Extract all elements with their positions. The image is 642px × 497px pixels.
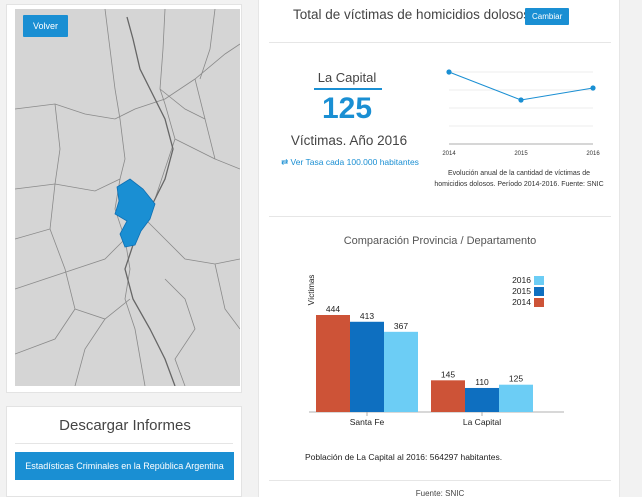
stats-title: Total de víctimas de homicidios dolosos <box>293 7 531 22</box>
bar <box>350 321 384 412</box>
bar <box>499 384 533 412</box>
bar <box>384 331 418 412</box>
divider <box>269 42 611 43</box>
bar-value-label: 444 <box>326 304 340 314</box>
bar-value-label: 110 <box>475 377 489 387</box>
legend-label: 2015 <box>512 286 531 296</box>
x-tick-label: 2016 <box>586 151 600 157</box>
bar-value-label: 125 <box>509 374 523 384</box>
divider <box>269 216 611 217</box>
map-svg[interactable] <box>15 9 240 386</box>
divider <box>269 480 611 481</box>
download-card: Descargar Informes Estadísticas Criminal… <box>6 406 242 497</box>
stats-card: Total de víctimas de homicidios dolosos … <box>258 0 620 497</box>
bar-value-label: 145 <box>441 369 455 379</box>
department-map[interactable]: Volver <box>15 9 240 386</box>
population-note: Población de La Capital al 2016: 564297 … <box>305 452 503 462</box>
bar-value-label: 367 <box>394 321 408 331</box>
trend-caption: Evolución anual de la cantidad de víctim… <box>434 170 604 188</box>
download-title: Descargar Informes <box>59 417 191 434</box>
trend-point <box>590 85 596 91</box>
category-label: La Capital <box>463 417 501 427</box>
x-tick-label: 2015 <box>514 151 528 157</box>
x-tick-label: 2014 <box>442 151 456 157</box>
change-button[interactable]: Cambiar <box>525 8 570 25</box>
bar <box>465 387 499 412</box>
trend-line-chart: 2014 2015 2016 <box>442 69 600 157</box>
legend-label: 2014 <box>512 297 531 307</box>
legend-swatch <box>534 287 544 296</box>
legend-swatch <box>534 298 544 307</box>
category-label: Santa Fe <box>350 417 385 427</box>
place-underline <box>314 88 382 90</box>
y-axis-label: Víctimas <box>307 275 316 306</box>
rate-toggle-link[interactable]: ⇄ Ver Tasa cada 100.000 habitantes <box>281 157 419 167</box>
source-note: Fuente: SNIC <box>415 489 465 497</box>
bar <box>316 315 350 412</box>
map-card: Volver <box>6 4 242 393</box>
comparison-title: Comparación Provincia / Departamento <box>343 235 537 247</box>
bar <box>431 380 465 412</box>
legend-swatch <box>534 276 544 285</box>
place-name: La Capital <box>317 70 377 85</box>
victims-count: 125 <box>321 92 373 125</box>
la-capital-region <box>114 178 156 248</box>
comparison-bar-chart: Víctimas 444 413 367 Santa Fe 145 110 125 La Cap… <box>307 275 564 427</box>
trend-line <box>448 71 594 101</box>
divider <box>15 443 233 444</box>
trend-point <box>446 69 452 75</box>
trend-point <box>518 97 524 103</box>
legend-label: 2016 <box>512 275 531 285</box>
back-button[interactable]: Volver <box>23 15 69 37</box>
victims-year-label: Víctimas. Año 2016 <box>290 133 408 148</box>
bar-value-label: 413 <box>360 311 374 321</box>
download-report-button[interactable]: Estadísticas Criminales en la República … <box>15 452 234 480</box>
